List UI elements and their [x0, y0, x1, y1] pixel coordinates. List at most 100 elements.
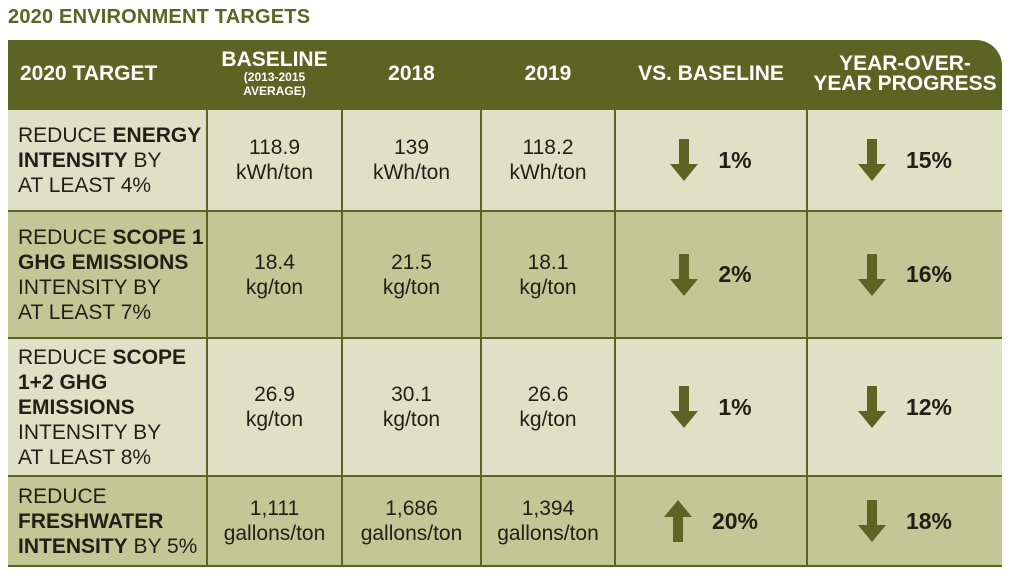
table-row: REDUCE FRESHWATER INTENSITY BY 5% 1,111 gall…	[8, 477, 1002, 565]
change-percent: 1%	[718, 393, 752, 420]
target-keyword: SCOPE	[112, 345, 187, 369]
metric-value: 139 kWh/ton	[373, 135, 450, 185]
cell-baseline: 1,111 gallons/ton	[208, 477, 341, 565]
change-percent: 15%	[905, 146, 953, 173]
header-baseline-sub2: AVERAGE)	[243, 84, 306, 98]
metric-unit: gallons/ton	[497, 522, 599, 545]
target-line: REDUCE SCOPE 1	[18, 225, 204, 250]
metric-unit: kWh/ton	[372, 161, 451, 184]
metric-value: 118.9 kWh/ton	[236, 135, 313, 185]
cell-y2018: 1,686 gallons/ton	[343, 477, 480, 565]
target-line: AT LEAST 4%	[18, 173, 201, 198]
target-line: 1+2 GHG	[18, 370, 186, 395]
metric-number: 30.1	[391, 383, 432, 406]
header-target: 2020 TARGET	[8, 40, 206, 108]
metric-number: 118.2	[522, 136, 574, 159]
metric-value: 1,686 gallons/ton	[361, 496, 463, 546]
cell-vs-baseline: 20%	[616, 477, 806, 565]
target-text-part: BY	[127, 148, 162, 172]
metric-number: 118.9	[249, 136, 300, 159]
metric-value: 18.4 kg/ton	[246, 250, 303, 300]
targets-table: 2020 TARGET BASELINE (2013-2015 AVERAGE)…	[8, 40, 1002, 567]
target-keyword: INTENSITY	[18, 148, 128, 172]
arrow-down-icon	[857, 386, 886, 428]
change-indicator: 1%	[670, 139, 752, 181]
target-line: AT LEAST 7%	[18, 300, 204, 325]
target-line: INTENSITY BY	[18, 148, 201, 173]
metric-unit: kg/ton	[382, 408, 441, 431]
target-keyword: 1+2 GHG	[18, 370, 108, 394]
table-row: REDUCE ENERGY INTENSITY BY AT LEAST 4% 118.…	[8, 110, 1002, 210]
header-baseline-label: BASELINE	[221, 48, 328, 71]
cell-y2019: 18.1 kg/ton	[482, 212, 614, 337]
target-keyword: EMISSIONS	[18, 395, 135, 419]
header-yoy: YEAR-OVER- YEAR PROGRESS	[808, 40, 1002, 108]
header-2019: 2019	[482, 40, 614, 108]
metric-unit: kg/ton	[245, 275, 304, 299]
change-indicator: 16%	[857, 253, 952, 296]
header-baseline-sub1: (2013-2015	[243, 70, 306, 84]
metric-unit: kg/ton	[245, 408, 304, 431]
cell-yoy: 12%	[808, 339, 1002, 475]
metric-unit: gallons/ton	[360, 522, 463, 545]
metric-value: 30.1 kg/ton	[383, 382, 440, 432]
header-2019-label: 2019	[524, 62, 572, 85]
metric-number: 1,111	[249, 497, 300, 520]
page-title: 2020 ENVIRONMENT TARGETS	[8, 6, 311, 28]
cell-y2018: 139 kWh/ton	[343, 110, 480, 210]
header-2018-label: 2018	[388, 62, 435, 85]
arrow-down-icon	[857, 500, 886, 542]
cell-y2018: 21.5 kg/ton	[343, 212, 480, 337]
target-line: INTENSITY BY	[18, 275, 204, 300]
metric-value: 18.1 kg/ton	[519, 250, 576, 300]
metric-value: 118.2 kWh/ton	[509, 135, 586, 185]
cell-yoy: 15%	[808, 110, 1002, 210]
target-keyword: GHG EMISSIONS	[18, 250, 189, 274]
arrow-down-icon	[670, 139, 699, 181]
table-row: REDUCE SCOPE 1+2 GHG EMISSIONS INTENSITY BY…	[8, 339, 1002, 475]
change-percent: 1%	[718, 146, 752, 173]
cell-y2019: 26.6 kg/ton	[482, 339, 614, 475]
header-vs-baseline-label: VS. BASELINE	[638, 62, 784, 85]
cell-y2018: 30.1 kg/ton	[343, 339, 480, 475]
cell-yoy: 18%	[808, 477, 1002, 565]
target-keyword: INTENSITY	[18, 534, 128, 558]
header-yoy-line1: YEAR-OVER-	[839, 52, 971, 75]
cell-y2019: 118.2 kWh/ton	[482, 110, 614, 210]
cell-target: REDUCE SCOPE 1+2 GHG EMISSIONS INTENSITY BY…	[8, 339, 206, 475]
arrow-down-icon	[857, 253, 886, 296]
change-indicator: 1%	[670, 386, 752, 428]
metric-unit: kg/ton	[519, 408, 577, 431]
table-row: REDUCE SCOPE 1 GHG EMISSIONS INTENSITY BY A…	[8, 212, 1002, 337]
target-text-part: REDUCE	[18, 123, 113, 147]
target-text-part: BY 5%	[127, 534, 198, 558]
change-percent: 2%	[718, 261, 752, 287]
change-percent: 20%	[711, 507, 759, 534]
target-line: REDUCE	[18, 484, 197, 509]
arrow-down-icon	[857, 139, 886, 181]
metric-number: 1,394	[521, 497, 575, 520]
header-vs-baseline: VS. BASELINE	[616, 40, 806, 108]
target-text: REDUCE FRESHWATER INTENSITY BY 5%	[18, 484, 197, 559]
cell-yoy: 16%	[808, 212, 1002, 337]
change-percent: 18%	[905, 507, 953, 534]
target-line: AT LEAST 8%	[18, 445, 186, 470]
cell-target: REDUCE ENERGY INTENSITY BY AT LEAST 4%	[8, 110, 206, 210]
target-line: REDUCE ENERGY	[18, 123, 201, 148]
table-header: 2020 TARGET BASELINE (2013-2015 AVERAGE)…	[8, 40, 1002, 108]
target-text: REDUCE SCOPE 1+2 GHG EMISSIONS INTENSITY BY…	[18, 345, 186, 470]
target-text-part: REDUCE	[18, 345, 113, 369]
target-text: REDUCE SCOPE 1 GHG EMISSIONS INTENSITY BY A…	[18, 225, 204, 325]
target-line: GHG EMISSIONS	[18, 250, 204, 275]
target-text: REDUCE ENERGY INTENSITY BY AT LEAST 4%	[18, 123, 201, 198]
cell-y2019: 1,394 gallons/ton	[482, 477, 614, 565]
target-keyword: FRESHWATER	[18, 509, 164, 533]
target-keyword: SCOPE 1	[112, 225, 204, 249]
arrow-down-icon	[670, 253, 699, 296]
metric-value: 1,394 gallons/ton	[497, 496, 599, 546]
change-indicator: 20%	[663, 500, 759, 542]
metric-value: 26.9 kg/ton	[246, 382, 303, 432]
cell-baseline: 26.9 kg/ton	[208, 339, 341, 475]
change-indicator: 15%	[857, 139, 953, 181]
header-yoy-line2: YEAR PROGRESS	[813, 72, 997, 95]
